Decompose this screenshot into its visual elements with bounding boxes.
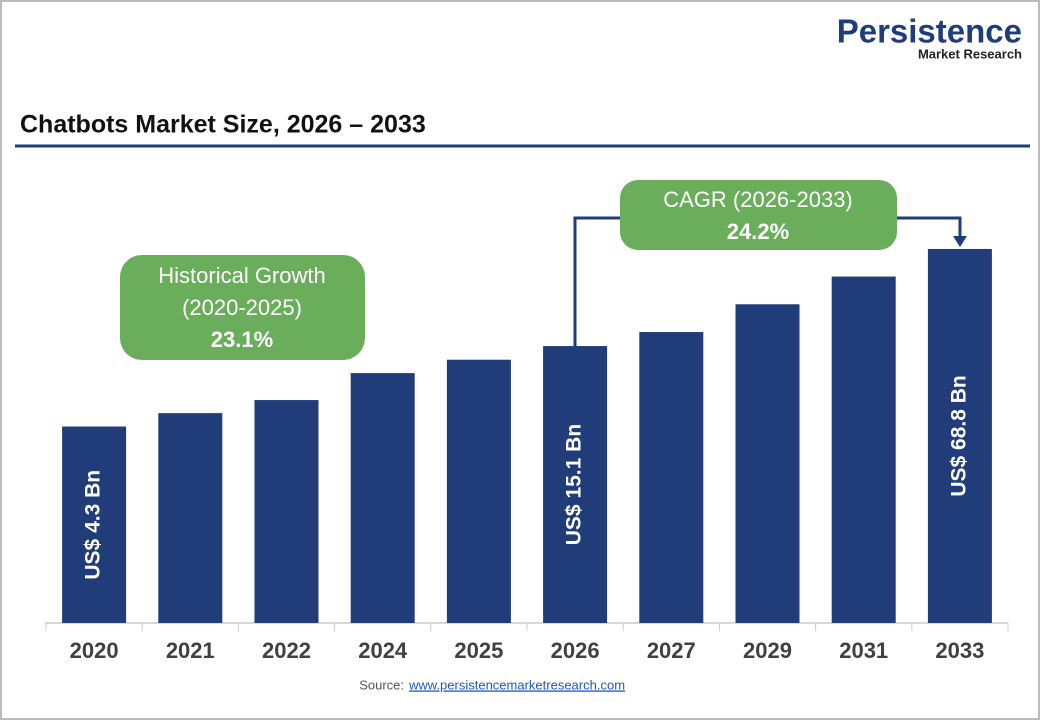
x-tick-label: 2025 (454, 638, 503, 663)
bar (735, 304, 800, 623)
value-label: US$ 68.8 Bn (947, 375, 970, 496)
x-tick-label: 2033 (935, 638, 984, 663)
bar (639, 332, 704, 623)
bar (350, 373, 415, 623)
annotation-box (120, 255, 365, 360)
annotation-title: CAGR (2026-2033) (663, 187, 853, 212)
value-label: US$ 15.1 Bn (563, 424, 586, 545)
bar (831, 276, 896, 623)
x-tick-label: 2021 (166, 638, 215, 663)
x-tick-label: 2026 (551, 638, 600, 663)
annotation-period: (2020-2025) (182, 295, 302, 320)
bar (158, 413, 223, 623)
cagr-arrowhead (953, 236, 967, 247)
annotation-box (620, 180, 897, 250)
chart-title: Chatbots Market Size, 2026 – 2033 (20, 111, 426, 139)
source-label: Source: (359, 677, 404, 692)
x-tick-label: 2027 (647, 638, 696, 663)
brand-tagline: Market Research (918, 46, 1022, 61)
bar (446, 359, 511, 623)
value-label: US$ 4.3 Bn (82, 470, 105, 580)
x-tick-label: 2022 (262, 638, 311, 663)
x-tick-label: 2020 (70, 638, 119, 663)
annotation-title: Historical Growth (158, 263, 325, 288)
bar (254, 400, 319, 623)
annotation-value: 23.1% (211, 327, 273, 352)
x-tick-label: 2029 (743, 638, 792, 663)
x-tick-label: 2031 (839, 638, 888, 663)
bar (927, 248, 992, 623)
bar (543, 346, 608, 623)
x-tick-label: 2024 (358, 638, 408, 663)
bar (62, 426, 127, 623)
annotation-value: 24.2% (727, 219, 789, 244)
source-link[interactable]: www.persistencemarketresearch.com (408, 677, 625, 692)
brand-name: Persistence (837, 13, 1022, 50)
